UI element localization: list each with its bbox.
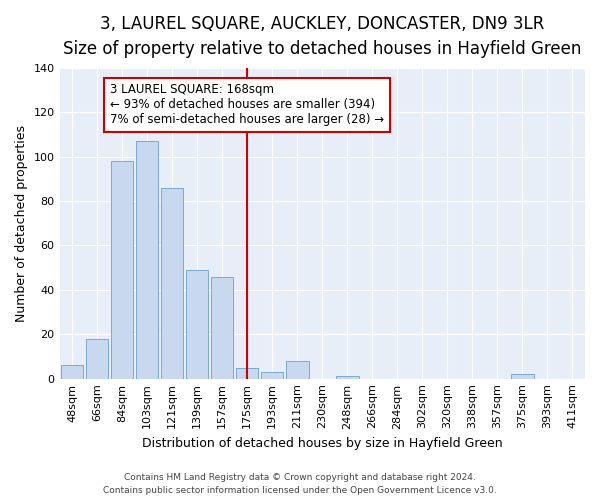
Bar: [111, 161, 133, 378]
Bar: [161, 188, 184, 378]
Title: 3, LAUREL SQUARE, AUCKLEY, DONCASTER, DN9 3LR
Size of property relative to detac: 3, LAUREL SQUARE, AUCKLEY, DONCASTER, DN…: [63, 15, 581, 58]
Bar: [286, 361, 308, 378]
X-axis label: Distribution of detached houses by size in Hayfield Green: Distribution of detached houses by size …: [142, 437, 503, 450]
Y-axis label: Number of detached properties: Number of detached properties: [15, 125, 28, 322]
Bar: [86, 338, 109, 378]
Bar: [336, 376, 359, 378]
Text: 3 LAUREL SQUARE: 168sqm
← 93% of detached houses are smaller (394)
7% of semi-de: 3 LAUREL SQUARE: 168sqm ← 93% of detache…: [110, 84, 384, 126]
Bar: [211, 276, 233, 378]
Bar: [511, 374, 534, 378]
Bar: [261, 372, 283, 378]
Bar: [186, 270, 208, 378]
Bar: [136, 141, 158, 378]
Text: Contains HM Land Registry data © Crown copyright and database right 2024.
Contai: Contains HM Land Registry data © Crown c…: [103, 474, 497, 495]
Bar: [236, 368, 259, 378]
Bar: [61, 366, 83, 378]
